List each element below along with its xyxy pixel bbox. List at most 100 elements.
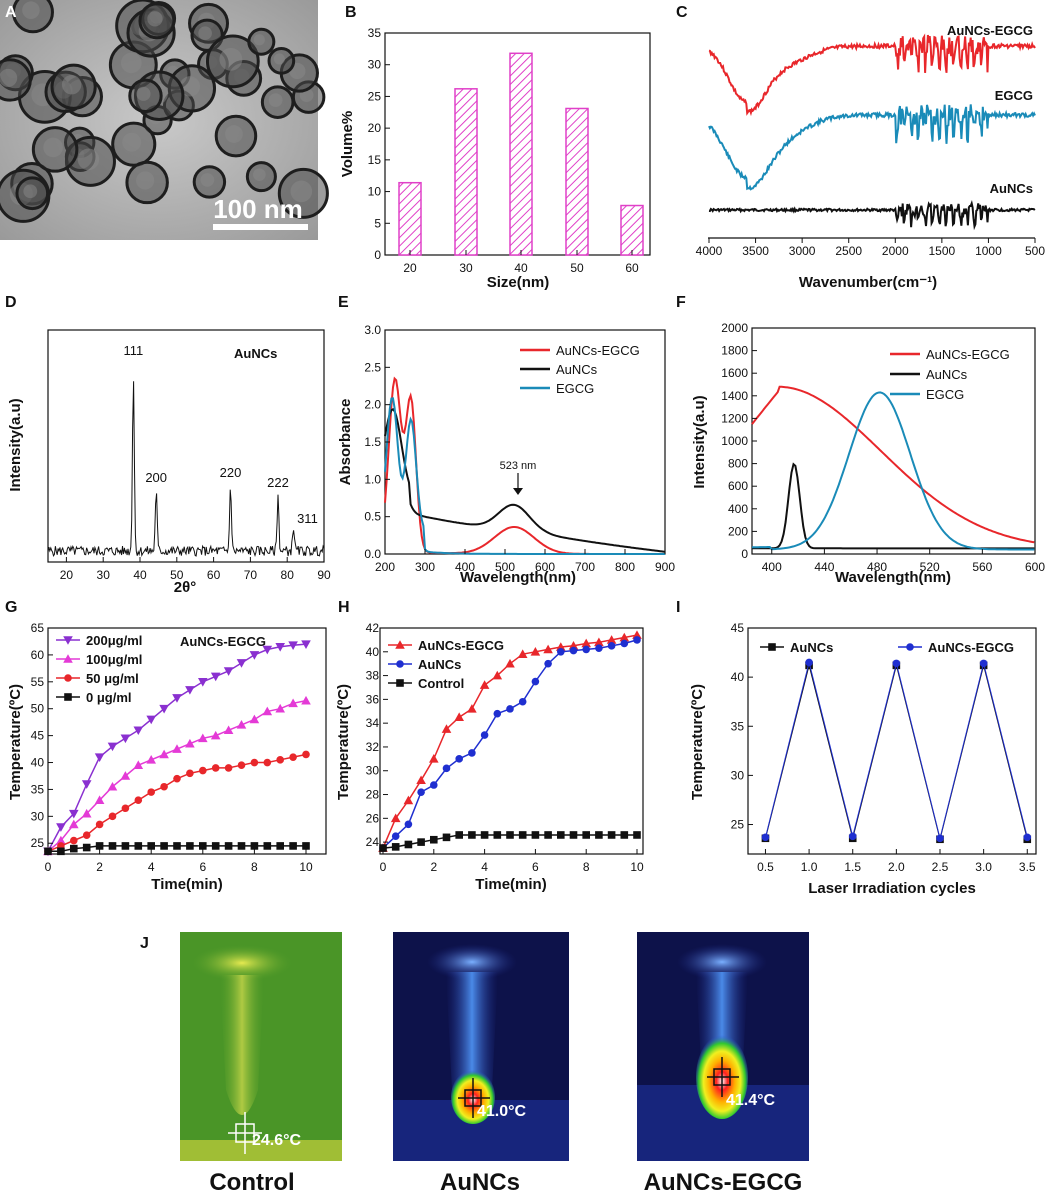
data-point (396, 660, 404, 668)
nanoparticle-core (253, 34, 265, 46)
data-point (288, 641, 298, 651)
y-tick-label: 30 (31, 809, 45, 823)
data-point (531, 831, 540, 839)
thermal-image-auncs-egcg: 41.4°C (637, 932, 809, 1161)
data-point (69, 819, 79, 829)
x-tick-label: 0.5 (757, 860, 774, 874)
x-tick-label: 2500 (835, 244, 862, 258)
y-tick-label: 1400 (721, 389, 748, 403)
data-point (173, 842, 181, 850)
y-tick-label: 0.5 (364, 510, 381, 524)
y-axis-label: Temperature(ºC) (689, 684, 706, 800)
data-point (518, 831, 527, 839)
legend-label: AuNCs-EGCG (928, 640, 1014, 655)
data-point (429, 754, 439, 763)
y-tick-label: 1200 (721, 411, 748, 425)
data-point (1023, 833, 1032, 842)
data-point (172, 694, 182, 703)
x-tick-label: 400 (455, 560, 475, 574)
y-tick-label: 30 (366, 764, 380, 778)
data-point (249, 714, 260, 724)
data-point (468, 831, 476, 839)
ftir-spectra (708, 33, 1036, 231)
panel-label-c: C (676, 4, 688, 21)
y-tick-label: 2000 (721, 321, 748, 335)
inset-title: AuNCs-EGCG (180, 634, 266, 649)
panel-label-a: A (5, 4, 17, 21)
data-point (768, 643, 776, 651)
data-point (108, 842, 117, 850)
y-axis-label: Intensity(a.u) (691, 395, 708, 488)
data-point (120, 734, 131, 744)
y-tick-label: 20 (368, 121, 382, 135)
y-tick-label: 2.0 (364, 398, 381, 412)
x-tick-label: 1000 (975, 244, 1002, 258)
x-tick-label: 700 (575, 560, 595, 574)
y-tick-label: 25 (368, 89, 382, 103)
data-point (633, 831, 641, 839)
legend-label: AuNCs (926, 367, 968, 382)
nanoparticle-core (253, 168, 266, 181)
x-tick-label: 4000 (696, 244, 723, 258)
data-point (275, 643, 285, 652)
nanoparticle-core (120, 52, 142, 74)
data-point (95, 842, 104, 850)
peak-label: 200 (145, 470, 167, 485)
y-tick-label: 45 (31, 729, 45, 743)
x-axis-label: Time(min) (151, 876, 222, 893)
data-point (544, 831, 552, 839)
data-point (262, 706, 273, 716)
panel-label-g: G (5, 599, 17, 616)
data-point (249, 651, 260, 660)
x-tick-label: 50 (570, 261, 584, 275)
xrd-pattern: 111 200 220 222 311 (47, 343, 325, 558)
x-tick-label: 60 (625, 261, 639, 275)
legend-label: EGCG (556, 381, 594, 396)
x-tick-label: 0 (45, 860, 52, 874)
y-tick-label: 55 (31, 675, 45, 689)
data-point (133, 726, 144, 736)
data-point (107, 742, 118, 752)
data-point (134, 796, 143, 804)
y-tick-label: 36 (366, 692, 380, 706)
data-point (396, 679, 404, 687)
x-tick-label: 200 (375, 560, 395, 574)
data-point (134, 842, 143, 850)
bar-40 (509, 52, 533, 256)
x-tick-label: 520 (920, 560, 940, 574)
data-point (276, 756, 285, 764)
x-axis-label: Time(min) (475, 876, 546, 893)
label-egcg: EGCG (995, 88, 1033, 103)
data-point (480, 731, 489, 739)
series-line (765, 662, 1028, 839)
data-point (224, 842, 233, 850)
nanoparticle-core (268, 93, 283, 108)
x-tick-label: 4 (481, 860, 488, 874)
y-tick-label: 400 (728, 502, 748, 516)
x-tick-label: 3.5 (1019, 860, 1036, 874)
data-point (82, 843, 91, 852)
data-point (159, 704, 169, 714)
panel-label-d: D (5, 294, 17, 311)
temperature-readout: 41.4°C (726, 1092, 776, 1109)
x-tick-label: 2.0 (888, 860, 905, 874)
y-tick-label: 38 (366, 669, 380, 683)
x-tick-label: 1.0 (801, 860, 818, 874)
data-point (70, 844, 78, 853)
data-point (543, 644, 553, 654)
data-point (210, 730, 221, 740)
y-tick-label: 1000 (721, 434, 748, 448)
data-point (607, 642, 616, 650)
nanoparticle-core (43, 137, 63, 158)
data-point (480, 831, 489, 839)
data-point (186, 769, 194, 778)
nanoparticle-core (200, 173, 215, 187)
data-point (430, 835, 438, 844)
panel-label-e: E (338, 294, 349, 311)
data-point (632, 630, 642, 639)
data-point (223, 667, 234, 676)
data-point (379, 844, 387, 852)
data-point (479, 680, 490, 689)
data-point (302, 842, 310, 850)
data-point (199, 842, 207, 850)
